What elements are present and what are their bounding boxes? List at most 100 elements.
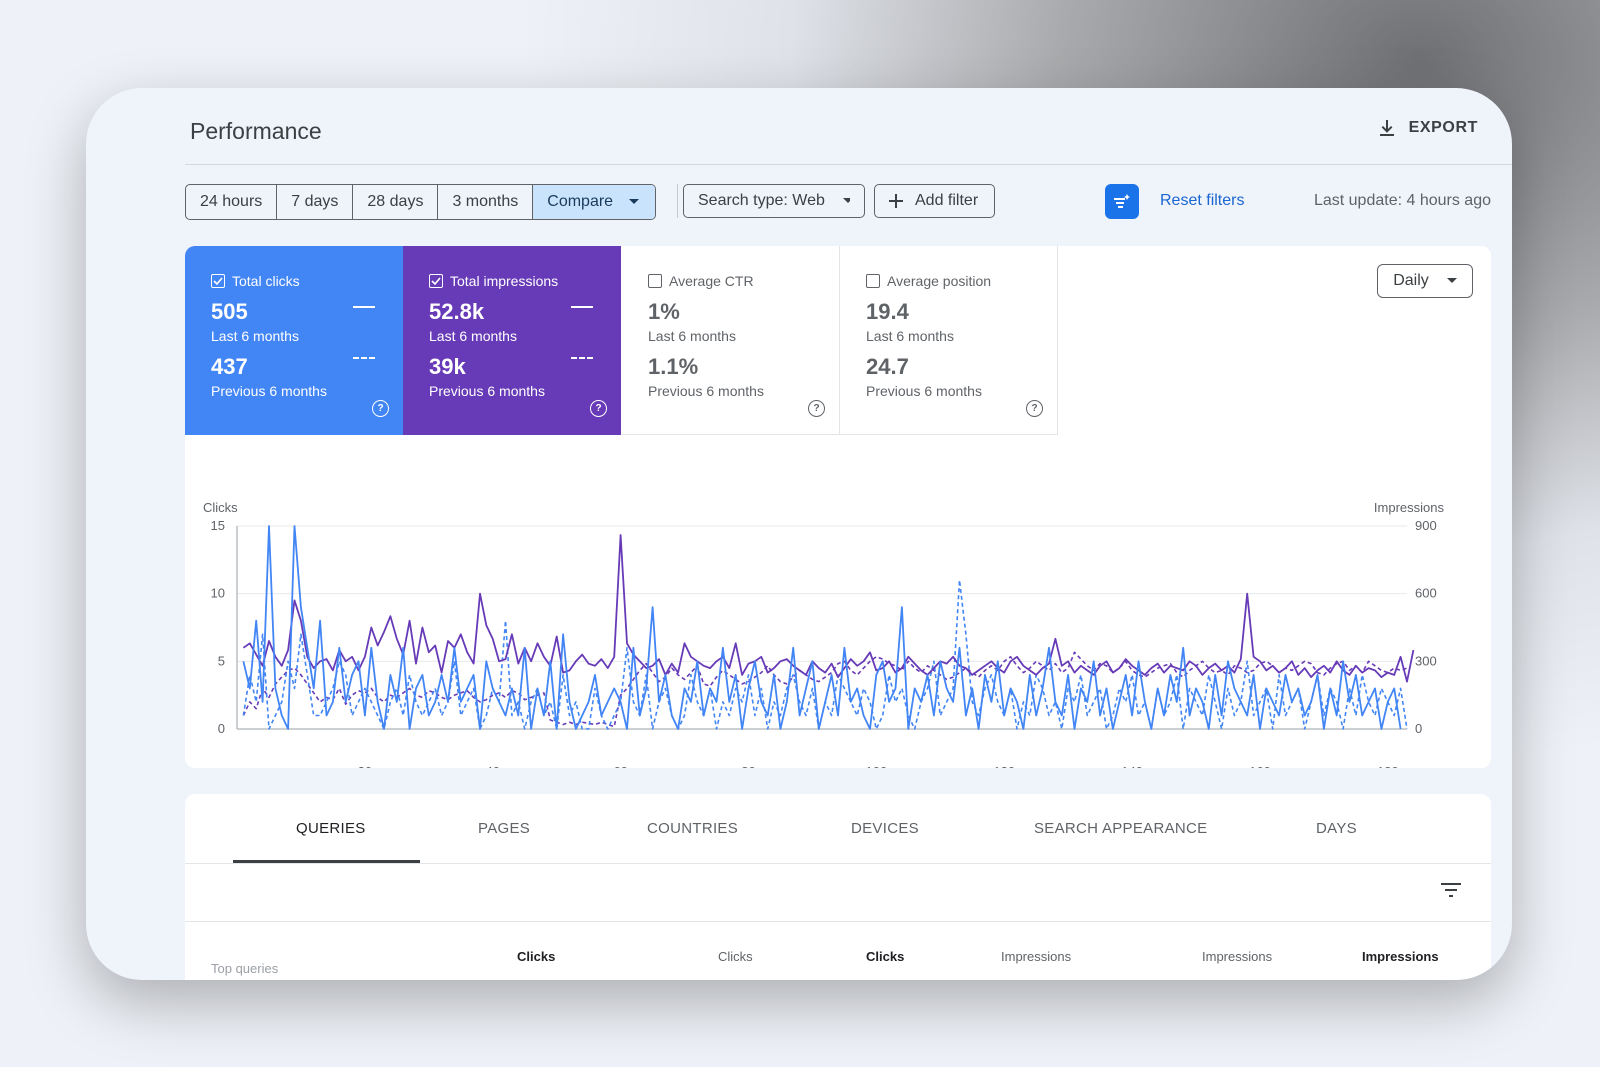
y-right-tick-label: 300 [1415,653,1437,668]
metric-label: Average CTR [669,273,754,289]
compare-label: Compare [547,193,614,210]
col-impressions-header[interactable]: Impressions [1202,949,1273,964]
metric-prev-value: 39k [429,354,466,379]
x-tick-label: 140 [1121,764,1143,768]
dropdown-arrow-icon [1446,278,1457,283]
plus-icon [889,194,903,208]
filter-settings-button[interactable] [1105,184,1139,219]
y-right-tick-label: 0 [1415,721,1422,736]
checkbox-checked-icon[interactable] [211,274,225,288]
last-update-text: Last update: 4 hours ago [1313,192,1491,209]
checkbox-checked-icon[interactable] [429,274,443,288]
add-filter-button[interactable]: Add filter [874,184,995,218]
tabs-divider [185,863,1491,864]
col-clicks-header[interactable]: Clicks [866,949,905,964]
help-icon[interactable]: ? [590,400,607,417]
metric-prev-value: 1.1% [648,354,699,379]
x-tick-label: 160 [1249,764,1271,768]
dimension-tabs-card: QUERIES PAGES COUNTRIES DEVICES SEARCH A… [185,794,1491,980]
col-top-queries[interactable]: Top queries [211,961,279,976]
y-left-axis-title: Clicks [203,500,238,515]
col-clicks-header[interactable]: Clicks [517,949,556,964]
metric-period: Last 6 months [866,328,954,344]
metric-value: 52.8k [429,299,485,324]
checkbox-unchecked-icon[interactable] [866,274,880,288]
compare-dropdown[interactable]: Compare [533,185,656,219]
x-tick-label: 100 [865,764,887,768]
tab-countries[interactable]: COUNTRIES [647,820,739,837]
metric-period: Last 6 months [648,328,736,344]
x-tick-label: 120 [993,764,1015,768]
series-line-clicks-last [242,525,1402,730]
series-line-impressions-last [242,534,1415,683]
dashed-legend-line [571,357,593,359]
metric-label: Total impressions [450,273,559,289]
filter-sparkle-icon [1114,193,1130,208]
performance-chart-card: Total clicks 505 Last 6 months 437 Previ… [185,246,1491,768]
search-type-label: Search type: Web [698,192,825,209]
tab-pages[interactable]: PAGES [478,820,531,837]
solid-legend-line [353,306,375,308]
metric-average-ctr[interactable]: Average CTR 1% Last 6 months 1.1% Previo… [622,246,840,435]
y-right-tick-label: 600 [1415,586,1437,601]
toolbar-separator [677,184,678,218]
metric-prev-value: 437 [211,354,248,379]
page-title: Performance [190,118,322,144]
metric-prev-period: Previous 6 months [211,383,327,399]
download-icon [1379,120,1394,136]
metric-total-clicks[interactable]: Total clicks 505 Last 6 months 437 Previ… [185,246,403,435]
dropdown-arrow-icon [842,198,850,203]
search-type-dropdown[interactable]: Search type: Web [683,184,865,218]
metric-label: Average position [887,273,992,289]
metric-value: 505 [211,299,248,324]
range-7-days[interactable]: 7 days [277,185,354,219]
export-label: EXPORT [1408,119,1478,136]
metric-prev-period: Previous 6 months [648,383,764,399]
metric-period: Last 6 months [429,328,517,344]
help-icon[interactable]: ? [1026,400,1043,417]
metric-prev-period: Previous 6 months [429,383,545,399]
reset-filters-link[interactable]: Reset filters [1160,192,1245,209]
col-clicks-header[interactable]: Clicks [718,949,753,964]
help-icon[interactable]: ? [808,400,825,417]
range-28-days[interactable]: 28 days [353,185,439,219]
metric-prev-value: 24.7 [866,354,909,379]
metric-value: 1% [648,299,680,324]
metric-label: Total clicks [232,273,300,289]
y-left-tick-label: 0 [218,721,225,736]
metric-period: Last 6 months [211,328,299,344]
tab-search-appearance[interactable]: SEARCH APPEARANCE [1034,820,1208,837]
metric-total-impressions[interactable]: Total impressions 52.8k Last 6 months 39… [403,246,621,435]
tab-queries[interactable]: QUERIES [296,820,366,837]
y-left-tick-label: 15 [211,518,225,533]
toolbar: 24 hours 7 days 28 days 3 months Compare… [185,184,1491,220]
metric-prev-period: Previous 6 months [866,383,982,399]
checkbox-unchecked-icon[interactable] [648,274,662,288]
col-impressions-header[interactable]: Impressions [1362,949,1439,964]
date-range-group: 24 hours 7 days 28 days 3 months Compare [185,184,657,220]
tab-devices[interactable]: DEVICES [851,820,919,837]
x-tick-label: 60 [613,764,627,768]
metric-average-position[interactable]: Average position 19.4 Last 6 months 24.7… [840,246,1058,435]
granularity-label: Daily [1393,272,1429,289]
performance-card: Performance EXPORT 24 hours 7 days 28 da… [86,88,1512,980]
granularity-dropdown[interactable]: Daily [1377,264,1473,298]
y-right-axis-title: Impressions [1374,500,1445,515]
col-impressions-header[interactable]: Impressions [1001,949,1072,964]
y-left-tick-label: 5 [218,653,225,668]
x-tick-label: 80 [741,764,755,768]
x-tick-label: 180 [1377,764,1399,768]
tab-days[interactable]: DAYS [1316,820,1357,837]
range-24-hours[interactable]: 24 hours [186,185,278,219]
add-filter-label: Add filter [915,192,979,209]
title-divider [185,164,1512,165]
help-icon[interactable]: ? [372,400,389,417]
filter-list-icon[interactable] [1441,882,1461,898]
export-button[interactable]: EXPORT [1377,118,1478,138]
filter-row-divider [185,921,1491,922]
x-tick-label: 20 [358,764,372,768]
range-3-months[interactable]: 3 months [438,185,534,219]
series-line-impressions-prev [242,651,1408,728]
active-tab-indicator [233,860,420,863]
metric-value: 19.4 [866,299,909,324]
